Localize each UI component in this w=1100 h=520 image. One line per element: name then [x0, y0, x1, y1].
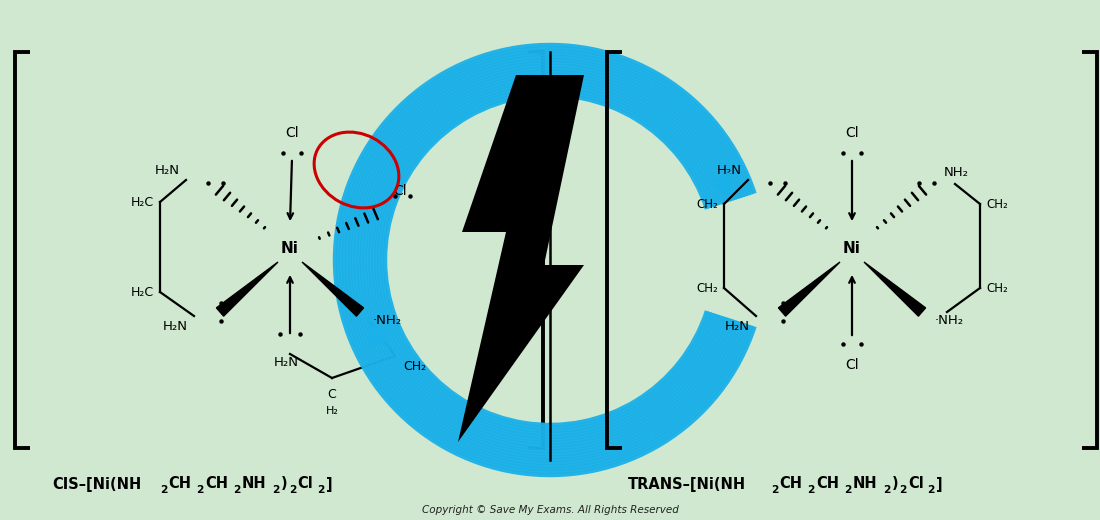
Text: C: C [328, 388, 337, 401]
Text: 2: 2 [197, 485, 204, 495]
Text: Cl: Cl [909, 476, 924, 491]
Polygon shape [864, 262, 925, 316]
Polygon shape [458, 75, 584, 442]
Text: CH: CH [780, 476, 803, 491]
Polygon shape [217, 262, 278, 316]
Text: 2: 2 [288, 485, 296, 495]
Text: 2: 2 [771, 485, 778, 495]
Text: CH₂: CH₂ [986, 198, 1008, 211]
Polygon shape [302, 262, 364, 316]
Text: H₂N: H₂N [717, 163, 743, 176]
Text: H₂: H₂ [326, 406, 339, 416]
Text: H₂N: H₂N [725, 319, 750, 332]
Text: TRANS–[Ni(NH: TRANS–[Ni(NH [628, 476, 746, 491]
Text: CIS–[Ni(NH: CIS–[Ni(NH [52, 476, 141, 491]
Text: Cl: Cl [393, 184, 407, 198]
Text: Cl: Cl [845, 126, 859, 140]
Text: Cl: Cl [285, 126, 299, 140]
Text: NH: NH [852, 476, 878, 491]
Text: CH₂: CH₂ [403, 360, 426, 373]
Text: Copyright © Save My Exams. All Rights Reserved: Copyright © Save My Exams. All Rights Re… [421, 505, 679, 515]
Text: 2: 2 [272, 485, 279, 495]
Text: CH₂: CH₂ [696, 281, 718, 294]
Text: 2: 2 [807, 485, 815, 495]
Text: ]: ] [936, 476, 943, 491]
Text: CH: CH [206, 476, 229, 491]
Text: ]: ] [326, 476, 332, 491]
Text: 2: 2 [160, 485, 167, 495]
Text: ): ) [280, 476, 287, 491]
Text: NH: NH [242, 476, 266, 491]
Text: CH₂: CH₂ [986, 281, 1008, 294]
Text: H₂C: H₂C [131, 196, 154, 209]
Text: Ni: Ni [843, 241, 861, 255]
Text: Ni: Ni [282, 241, 299, 255]
Text: 2: 2 [882, 485, 890, 495]
Text: 2: 2 [233, 485, 241, 495]
Text: 2: 2 [927, 485, 935, 495]
Text: H₂N: H₂N [274, 356, 298, 369]
Text: CH: CH [168, 476, 191, 491]
Text: ·NH₂: ·NH₂ [373, 314, 403, 327]
Text: ·NH₂: ·NH₂ [935, 314, 964, 327]
Text: H₂N: H₂N [155, 163, 180, 176]
Text: ): ) [892, 476, 899, 491]
Text: CH: CH [816, 476, 839, 491]
Polygon shape [779, 262, 840, 316]
Text: 2: 2 [317, 485, 324, 495]
Text: Cl: Cl [298, 476, 314, 491]
Text: H₂C: H₂C [131, 285, 154, 298]
Text: NH₂: NH₂ [944, 165, 969, 178]
Text: Cl: Cl [845, 358, 859, 372]
Text: CH₂: CH₂ [696, 198, 718, 211]
Text: 2: 2 [900, 485, 908, 495]
Text: H₂N: H₂N [163, 319, 188, 332]
Text: 2: 2 [844, 485, 851, 495]
